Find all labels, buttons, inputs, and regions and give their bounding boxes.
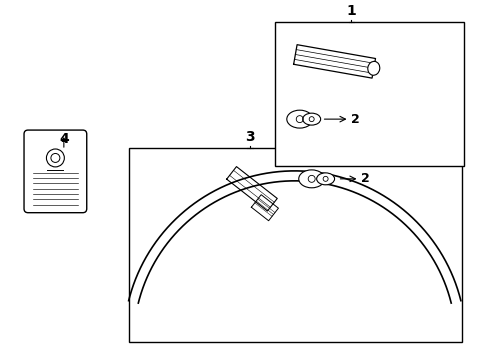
Ellipse shape [286,110,312,128]
Text: 4: 4 [59,132,69,146]
Text: 2: 2 [351,113,360,126]
Ellipse shape [367,61,379,75]
Text: 2: 2 [361,172,369,185]
Ellipse shape [316,173,334,185]
Ellipse shape [298,170,324,188]
FancyBboxPatch shape [24,130,86,213]
Bar [128,148,461,342]
Bar [274,22,463,166]
Ellipse shape [302,113,320,125]
Text: 1: 1 [346,4,356,18]
Text: 3: 3 [244,130,254,144]
